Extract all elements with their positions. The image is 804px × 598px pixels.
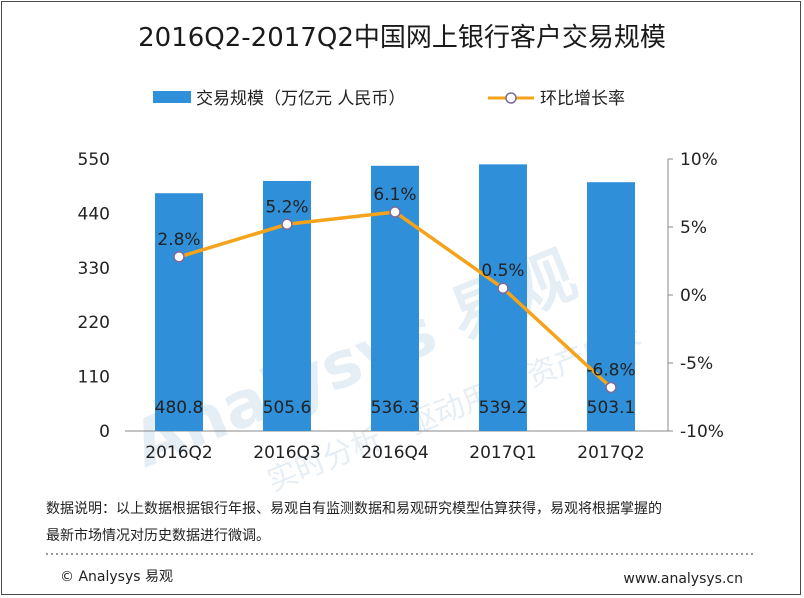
y-left-tick: 220	[78, 313, 110, 333]
legend-line-label: 环比增长率	[540, 89, 625, 109]
legend-bar-label: 交易规模（万亿元 人民币）	[196, 89, 405, 109]
growth-rate-point	[497, 282, 509, 294]
growth-rate-point	[281, 218, 293, 231]
growth-rate-label: -6.8%	[586, 360, 635, 380]
legend: 交易规模（万亿元 人民币） 环比增长率	[153, 89, 625, 109]
bar-value-label: 505.6	[263, 398, 312, 418]
x-axis-categories: 2016Q2 2016Q3 2016Q4 2017Q1 2017Q2	[145, 443, 644, 463]
bar-value-label: 480.8	[155, 398, 204, 418]
bar-value-label: 539.2	[479, 398, 528, 418]
y-right-tick: -10%	[680, 422, 724, 442]
growth-rate-label: 6.1%	[373, 185, 416, 205]
bar-2016Q3	[263, 180, 311, 431]
x-tick-label: 2016Q2	[145, 443, 212, 463]
bar-value-labels: 480.8 505.6 536.3 539.2 503.1	[155, 398, 636, 418]
growth-rate-point	[173, 251, 185, 263]
y-right-tick: 0%	[680, 286, 707, 306]
y-left-tick: 0	[99, 422, 110, 442]
y-left-tick: 110	[78, 368, 110, 388]
x-tick-label: 2016Q3	[253, 443, 320, 463]
chart-title: 2016Q2-2017Q2中国网上银行客户交易规模	[138, 23, 666, 53]
y-right-tick: 10%	[680, 150, 718, 170]
x-tick-label: 2016Q4	[361, 443, 428, 463]
bar-value-label: 503.1	[587, 398, 636, 418]
data-note-line2: 最新市场情况对历史数据进行微调。	[46, 527, 270, 544]
y-right-axis: 10% 5% 0% -5% -10%	[668, 150, 724, 442]
y-left-tick: 550	[78, 150, 110, 170]
data-note-line1: 数据说明：以上数据根据银行年报、易观自有监测数据和易观研究模型估算获得，易观将根…	[46, 500, 662, 517]
growth-rate-point	[605, 381, 617, 394]
bar-series	[155, 164, 635, 431]
growth-rate-point	[389, 206, 401, 218]
growth-rate-label: 5.2%	[265, 197, 308, 217]
bar-2017Q2	[587, 182, 635, 431]
x-tick-label: 2017Q2	[577, 443, 644, 463]
footer-copyright: © Analysys 易观	[60, 569, 173, 585]
legend-bar-swatch	[153, 91, 191, 103]
x-tick-label: 2017Q1	[469, 443, 536, 463]
footer-url: www.analysys.cn	[623, 571, 743, 587]
bar-2016Q2	[155, 193, 203, 431]
y-left-axis: 550 440 330 220 110 0	[78, 150, 110, 442]
growth-rate-label: 2.8%	[157, 230, 200, 250]
y-left-tick: 330	[78, 259, 110, 279]
bar-2016Q4	[371, 165, 419, 431]
bar-value-label: 536.3	[371, 398, 420, 418]
growth-rate-series: 2.8% 5.2% 6.1% 0.5% -6.8%	[157, 185, 636, 394]
growth-rate-label: 0.5%	[481, 261, 524, 281]
y-right-tick: 5%	[680, 218, 707, 238]
y-right-tick: -5%	[680, 354, 713, 374]
bar-2017Q1	[479, 164, 527, 431]
legend-line-marker	[505, 92, 517, 104]
y-left-tick: 440	[78, 204, 110, 224]
